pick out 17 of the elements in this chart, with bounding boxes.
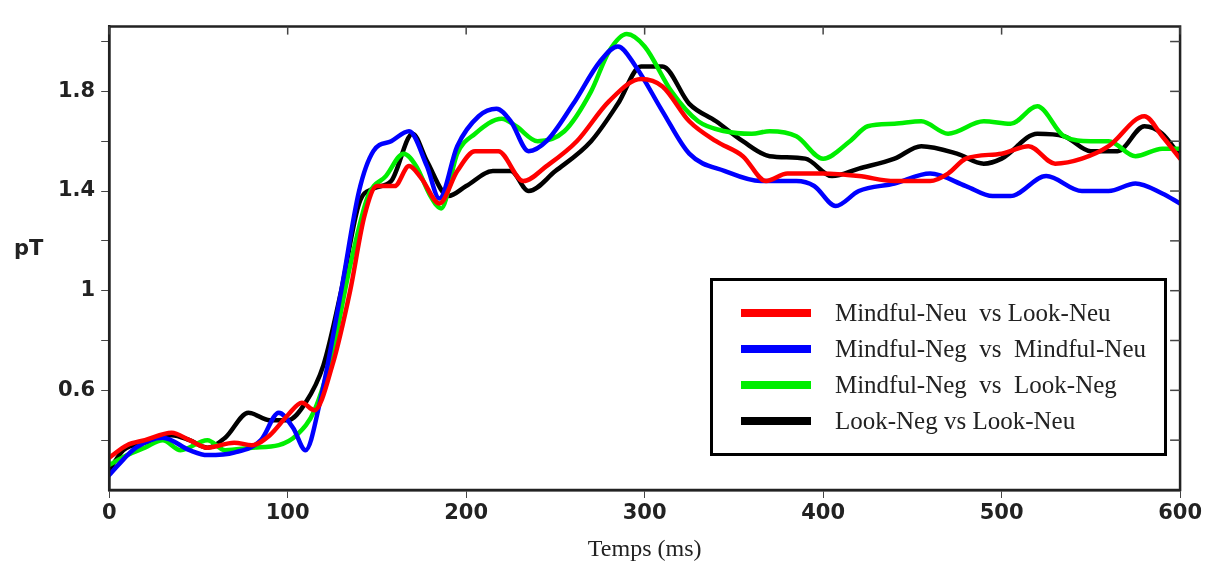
legend-label: Mindful-Neg vs Look-Neg	[834, 370, 1117, 400]
x-tick-label: 300	[622, 500, 667, 525]
y-axis-title: pT	[14, 236, 44, 260]
x-tick-label: 0	[101, 500, 117, 525]
x-tick-label: 100	[265, 500, 310, 525]
y-tick-label: 1.8	[58, 77, 96, 102]
x-tick-label: 400	[801, 500, 846, 525]
x-tick-label: 600	[1158, 500, 1202, 525]
legend-label: Mindful-Neu vs Look-Neu	[834, 298, 1111, 328]
x-tick-label: 200	[444, 500, 489, 525]
x-tick-label: 500	[979, 500, 1024, 525]
legend-label: Look-Neg vs Look-Neu	[834, 406, 1076, 436]
legend-label: Mindful-Neg vs Mindful-Neu	[834, 334, 1146, 364]
x-axis-title: Temps (ms)	[587, 534, 702, 561]
y-tick-label: 1	[80, 277, 96, 302]
y-tick-label: 0.6	[58, 376, 96, 401]
y-tick-label: 1.4	[58, 177, 96, 202]
